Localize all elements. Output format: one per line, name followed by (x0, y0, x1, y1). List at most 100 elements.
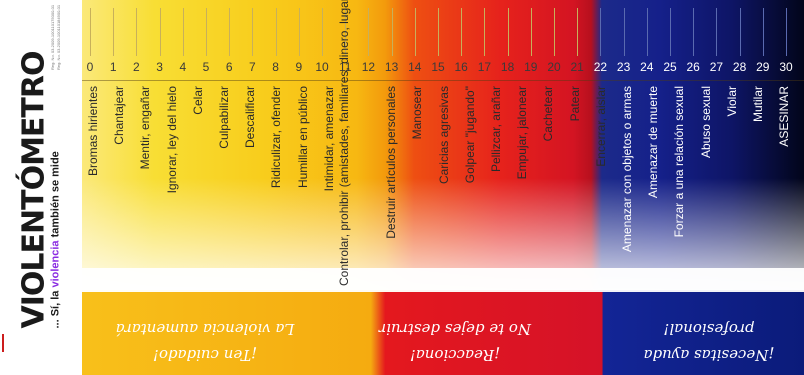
scale-number: 23 (616, 60, 631, 74)
scale-tick (298, 8, 300, 56)
action-label: Amenazar de muerte (646, 86, 661, 199)
scale-tick (507, 8, 509, 56)
scale-tick (414, 8, 416, 56)
scale-tick (182, 8, 184, 56)
title-panel: VIOLENTÓMETRO ... Sí, la violencia tambi… (0, 0, 82, 375)
action-label: Encerrar, aislar (593, 86, 608, 167)
action-label: Empujar, jalonear (515, 86, 530, 180)
page-title: VIOLENTÓMETRO (16, 51, 52, 329)
scale-tick (159, 8, 161, 56)
scale-tick (252, 8, 254, 56)
scale-tick (600, 8, 602, 56)
scale-tick (762, 8, 764, 56)
registration-line-1: Reg. No. 03-2009-100110175000-01 (50, 4, 55, 70)
message-yellow-line-2: La violencia aumentará (115, 320, 295, 338)
scale-tick (670, 8, 671, 56)
scale-tick (90, 8, 91, 56)
action-label: Mentir, engañar (138, 86, 153, 170)
message-yellow-line-1: ¡Ten cuidado! (152, 346, 258, 364)
scale-tick (693, 8, 695, 56)
action-label: Chantajear (112, 86, 127, 145)
arrow-icon (0, 334, 6, 352)
action-label: ASESINAR (777, 86, 792, 147)
action-label: Humillar en público (295, 86, 310, 189)
action-label: Cachetear (541, 86, 556, 142)
message-red-line-1: ¡Reacciona! (409, 346, 501, 364)
action-label: Destruir artículos personales (384, 86, 399, 239)
scale-tick (438, 8, 439, 56)
scale-number: 14 (408, 60, 422, 74)
scale-number: 16 (454, 60, 468, 74)
scale-tick (206, 8, 207, 56)
scale-number: 25 (663, 60, 677, 74)
scale-tick (391, 8, 393, 56)
scale-tick (345, 8, 347, 56)
scale-tick (484, 8, 486, 56)
message-blue: ¡Necesitas ayuda profesional! (604, 300, 804, 368)
scale-number: 8 (272, 60, 279, 74)
scale-number: 21 (570, 60, 584, 74)
message-band (82, 292, 804, 375)
action-label: Celar (190, 86, 205, 115)
action-label: Mutilar (751, 86, 765, 123)
scale-number: 3 (156, 60, 163, 74)
scale-number: 5 (202, 60, 210, 74)
violence-scale: ¡Ten cuidado! La violencia aumentará ¡Re… (82, 0, 804, 375)
action-label: Golpear "jugando" (462, 86, 477, 184)
scale-number: 26 (686, 60, 700, 74)
scale-number: 9 (295, 60, 303, 74)
scale-tick (275, 8, 277, 56)
message-red: ¡Reacciona! No te dejes destruir (350, 300, 560, 368)
scale-number: 10 (315, 60, 329, 74)
scale-number: 2 (133, 60, 140, 74)
subtitle-prefix: ... Sí, la (49, 290, 62, 329)
scale-tick (716, 8, 718, 56)
scale-number: 7 (249, 60, 256, 74)
scale-number: 18 (500, 60, 515, 74)
scale-tick (739, 8, 741, 56)
action-label: Intimidar, amenazar (321, 86, 336, 192)
action-label: Abuso sexual (698, 86, 713, 159)
white-band (82, 268, 804, 292)
scale-number: 11 (338, 60, 352, 74)
title-block: VIOLENTÓMETRO ... Sí, la violencia tambi… (16, 44, 62, 329)
scale-divider (82, 80, 804, 81)
action-label: Manosear (410, 86, 425, 140)
scale-tick (530, 8, 532, 56)
action-label: Bromas hirientes (86, 86, 100, 177)
scale-number: 12 (361, 60, 376, 74)
scale-number: 29 (756, 60, 770, 74)
registration-line-2: Reg. No. 03-2009-100110184900-01 (56, 4, 61, 70)
scale-tick (646, 8, 648, 56)
message-blue-line-2: profesional! (663, 320, 755, 338)
action-label: Violar (724, 86, 739, 117)
scale-tick (113, 8, 115, 56)
action-label: Culpabilizar (217, 86, 231, 149)
scale-number: 17 (477, 60, 492, 74)
scale-number: 24 (640, 60, 654, 74)
scale-number: 27 (709, 60, 724, 74)
message-yellow: ¡Ten cuidado! La violencia aumentará (100, 300, 310, 368)
action-label: Descalificar (243, 86, 258, 149)
scale-tick (136, 8, 138, 56)
message-blue-line-1: ¡Necesitas ayuda (643, 346, 775, 364)
scale-number: 1 (109, 60, 117, 74)
action-label: Pellizcar, arañar (489, 86, 503, 173)
scale-number: 22 (593, 60, 608, 74)
scale-number: 4 (179, 60, 187, 74)
subtitle-highlight: violencia (49, 240, 62, 288)
scale-number: 20 (547, 60, 561, 74)
message-red-line-2: No te dejes destruir (378, 320, 532, 338)
scale-number: 0 (86, 60, 94, 74)
scale-number: 13 (384, 60, 399, 74)
scale-number: 30 (779, 60, 793, 74)
action-label: Ridiculizar, ofender (269, 86, 284, 189)
scale-number: 6 (225, 60, 233, 74)
scale-number: 28 (732, 60, 747, 74)
scale-tick (554, 8, 555, 56)
scale-number: 19 (524, 60, 538, 74)
action-label: Caricias agresivas (436, 86, 451, 185)
scale-tick (368, 8, 370, 56)
scale-tick (623, 8, 625, 56)
scale-number: 15 (431, 60, 445, 74)
